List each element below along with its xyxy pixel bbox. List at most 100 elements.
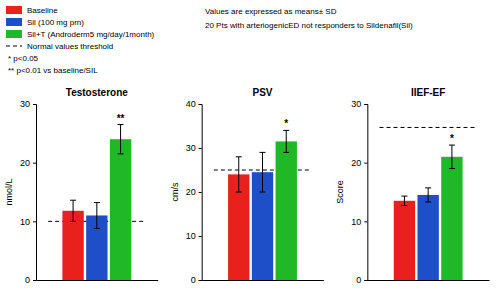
y-tick-label: 10: [351, 217, 361, 227]
y-tick: 10: [351, 217, 367, 227]
error-bar: [260, 152, 266, 192]
y-tick-label: 20: [186, 187, 196, 197]
legend-label: Normal values threshold: [27, 42, 113, 51]
y-tick-mark: [199, 236, 202, 237]
legend-note: ** p<0.01 vs baseline/SIL: [8, 66, 98, 75]
error-bar-cap: [94, 202, 100, 203]
error-bar-cap: [425, 201, 431, 202]
x-axis: [202, 280, 324, 281]
y-tick: 0: [356, 275, 367, 285]
plot-marks: [380, 127, 477, 280]
y-axis-label: cm/s: [170, 182, 180, 201]
y-tick: 20: [351, 158, 367, 168]
error-bar-cap: [236, 156, 242, 157]
legend-swatch: [6, 6, 22, 14]
y-tick-mark: [364, 104, 367, 105]
legend-swatch: [6, 46, 22, 47]
legend-item: Baseline: [6, 6, 58, 15]
y-tick-label: 20: [351, 158, 361, 168]
legend: Baseline Sil (100 mg prn) Sil+T (Androderm…: [6, 6, 155, 75]
legend-label: Baseline: [27, 6, 58, 15]
chart: 0102030**Testosteronenmol/LBaselineSil (…: [0, 0, 497, 290]
error-bar-stem: [428, 188, 429, 202]
panel: 0102030*IIEF-EFScore: [335, 87, 489, 285]
panel: 0 10 20 30 40 * PSV cm/s: [170, 87, 324, 285]
note: 20 Pts with arteriogenicED not responder…: [205, 21, 413, 30]
error-bar-stem: [238, 157, 239, 192]
annotation: *: [450, 133, 454, 144]
y-tick-mark: [199, 280, 202, 281]
y-tick-label: 10: [20, 217, 30, 227]
y-tick-mark: [33, 104, 36, 105]
error-bar-cap: [449, 145, 455, 146]
title: PSV: [252, 87, 272, 98]
x-axis: [37, 280, 159, 281]
y-axis-line: [364, 105, 368, 281]
y-tick-mark: [364, 221, 367, 222]
error-bar-cap: [118, 124, 124, 125]
y-tick-label: 0: [191, 275, 196, 285]
y-axis-label: nmol/L: [4, 178, 14, 205]
legend-swatch: [6, 30, 22, 38]
error-bar-cap: [401, 205, 407, 206]
error-bar-stem: [73, 200, 74, 221]
bar: [441, 157, 462, 280]
error-bar-cap: [70, 221, 76, 222]
legend-note: * p<0.05: [8, 54, 39, 63]
legend-label: Sil+T (Androderm5 mg/day/1month): [27, 30, 155, 39]
error-bar-cap: [449, 168, 455, 169]
error-bar-stem: [451, 145, 452, 168]
y-tick-mark: [364, 280, 367, 281]
y-axis: 0 10 20 30: [20, 99, 37, 285]
y-tick: 20: [20, 158, 36, 168]
y-tick-label: 30: [20, 99, 30, 109]
y-tick-label: 30: [351, 99, 361, 109]
error-bar-cap: [425, 187, 431, 188]
error-bar-cap: [260, 192, 266, 193]
y-tick: 40: [186, 99, 202, 109]
x-axis: [368, 280, 490, 281]
annotation: **: [117, 113, 125, 124]
y-tick: 30: [20, 99, 36, 109]
error-bar-cap: [118, 153, 124, 154]
plot-marks: [214, 130, 311, 280]
y-axis-line: [199, 105, 203, 281]
y-tick: 30: [351, 99, 367, 109]
error-bar-cap: [70, 200, 76, 201]
annotation: *: [284, 118, 288, 129]
note: Values are expressed as means± SD: [205, 7, 337, 16]
y-tick-mark: [33, 280, 36, 281]
legend-item: Normal values threshold: [6, 42, 113, 51]
y-tick-mark: [199, 148, 202, 149]
y-tick-label: 0: [356, 275, 361, 285]
panel: 0102030**Testosteronenmol/L: [4, 87, 158, 285]
error-bar: [236, 157, 242, 192]
error-bar: [118, 125, 124, 154]
y-tick: 30: [186, 143, 202, 153]
bar: [62, 211, 83, 280]
error-bar-cap: [260, 152, 266, 153]
y-tick-mark: [364, 163, 367, 164]
error-bar: [449, 145, 455, 168]
y-tick-label: 40: [186, 99, 196, 109]
error-bar-cap: [94, 228, 100, 229]
legend-swatch: [6, 18, 22, 26]
legend-item: Sil (100 mg prn): [6, 18, 84, 27]
error-bar-stem: [286, 130, 287, 152]
error-bar: [70, 200, 76, 221]
threshold-line: [380, 127, 477, 128]
bar: [394, 201, 415, 280]
y-tick: 20: [186, 187, 202, 197]
bar: [110, 139, 131, 280]
y-tick-label: 0: [25, 275, 30, 285]
title: IIEF-EF: [411, 87, 445, 98]
bar: [276, 141, 297, 280]
x-axis-line: [37, 280, 159, 281]
error-bar: [283, 130, 289, 152]
error-bar-stem: [120, 125, 121, 154]
y-tick: 0: [25, 275, 36, 285]
y-tick-label: 30: [186, 143, 196, 153]
error-bar-cap: [401, 196, 407, 197]
error-bar-cap: [283, 130, 289, 131]
y-tick-label: 10: [186, 231, 196, 241]
